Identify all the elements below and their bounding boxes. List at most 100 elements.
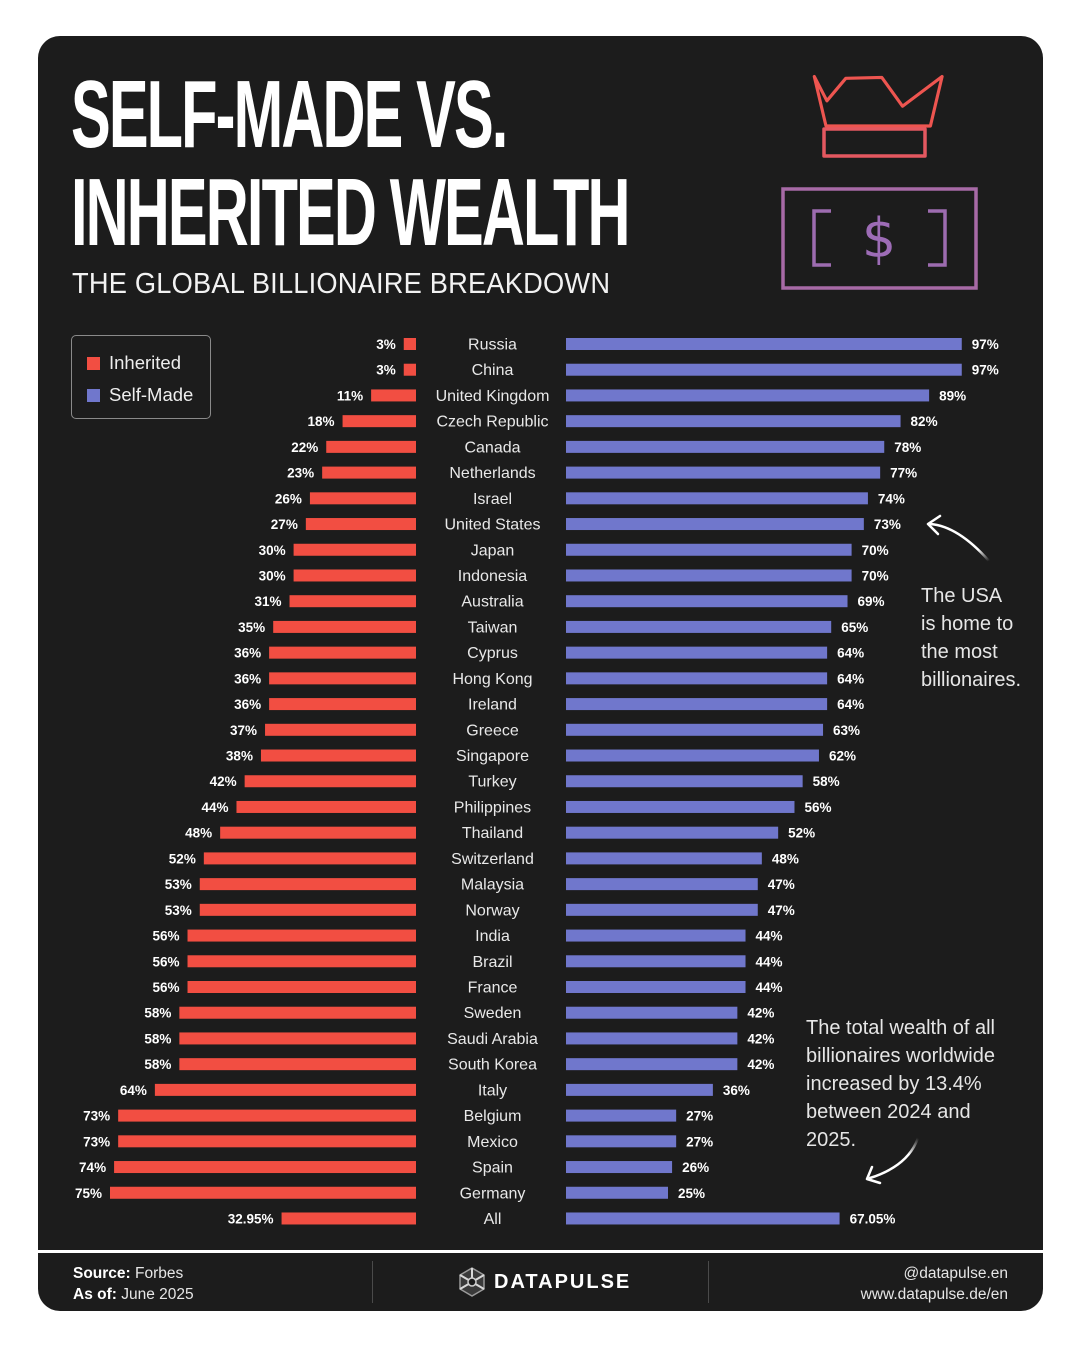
usa-annotation-arrow-icon bbox=[926, 514, 991, 563]
data-label-self-made: 42% bbox=[747, 1057, 774, 1072]
source-label: Source: bbox=[73, 1265, 131, 1282]
category-label: United Kingdom bbox=[436, 388, 550, 405]
data-label-self-made: 44% bbox=[756, 954, 783, 969]
legend-item-self-made: Self-Made bbox=[87, 384, 193, 406]
data-label-inherited: 11% bbox=[337, 388, 363, 403]
chart-row: 11% United Kingdom 89% bbox=[337, 388, 966, 405]
category-label: Turkey bbox=[468, 774, 516, 791]
data-label-inherited: 42% bbox=[210, 774, 237, 789]
category-label: Switzerland bbox=[451, 851, 534, 868]
category-label: Mexico bbox=[467, 1134, 518, 1151]
category-label: Cyprus bbox=[467, 645, 518, 662]
category-label: Malaysia bbox=[461, 877, 524, 894]
footer: Source: Forbes As of: June 2025 DATAPULS… bbox=[38, 1253, 1043, 1311]
category-label: Australia bbox=[461, 594, 523, 611]
data-label-self-made: 65% bbox=[841, 620, 868, 635]
data-label-inherited: 26% bbox=[275, 491, 302, 506]
bar-self-made bbox=[566, 518, 864, 531]
title-line-2: INHERITED WEALTH bbox=[71, 159, 631, 266]
chart-row: 36% Cyprus 64% bbox=[234, 645, 864, 662]
data-label-self-made: 70% bbox=[862, 543, 889, 558]
data-label-inherited: 53% bbox=[165, 903, 192, 918]
bar-inherited bbox=[293, 569, 416, 582]
data-label-inherited: 30% bbox=[259, 568, 286, 583]
data-label-inherited: 75% bbox=[75, 1186, 102, 1201]
category-label: Brazil bbox=[472, 954, 512, 971]
data-label-inherited: 56% bbox=[152, 929, 179, 944]
bar-inherited bbox=[236, 800, 416, 813]
category-label: Ireland bbox=[468, 697, 517, 714]
data-label-self-made: 52% bbox=[788, 826, 815, 841]
bar-inherited bbox=[244, 775, 416, 788]
data-label-self-made: 47% bbox=[768, 903, 795, 918]
annotation-line: increased by 13.4% bbox=[806, 1073, 982, 1095]
bar-inherited bbox=[273, 620, 416, 633]
data-label-inherited: 73% bbox=[83, 1134, 110, 1149]
chart-row: 26% Israel 74% bbox=[275, 491, 905, 508]
website-link[interactable]: www.datapulse.de/en bbox=[860, 1286, 1008, 1303]
bar-inherited bbox=[187, 929, 416, 942]
chart-row: 38% Singapore 62% bbox=[226, 748, 856, 765]
chart-row: 56% France 44% bbox=[152, 980, 782, 997]
data-label-self-made: 58% bbox=[813, 774, 840, 789]
chart-row: 64% Italy 36% bbox=[120, 1082, 750, 1099]
data-label-inherited: 48% bbox=[185, 826, 212, 841]
crown-icon bbox=[812, 74, 944, 158]
hero-illustration: $ bbox=[781, 74, 978, 290]
data-label-self-made: 48% bbox=[772, 851, 799, 866]
bar-inherited bbox=[269, 698, 416, 711]
footer-contact: @datapulse.en www.datapulse.de/en bbox=[861, 1263, 1008, 1305]
footer-separator bbox=[372, 1261, 373, 1303]
data-label-inherited: 36% bbox=[234, 671, 261, 686]
brand-logo[interactable]: DATAPULSE bbox=[458, 1267, 631, 1297]
data-label-inherited: 27% bbox=[271, 517, 298, 532]
chart-row: 42% Turkey 58% bbox=[210, 774, 840, 791]
footer-separator bbox=[708, 1261, 709, 1303]
chart-row: 56% India 44% bbox=[152, 928, 782, 945]
chart-row: 18% Czech Republic 82% bbox=[308, 414, 938, 431]
data-label-self-made: 70% bbox=[862, 568, 889, 583]
bar-inherited bbox=[403, 363, 416, 376]
data-label-inherited: 58% bbox=[144, 1031, 171, 1046]
chart-row: 53% Malaysia 47% bbox=[165, 877, 795, 894]
annotation-line: billionaires. bbox=[921, 669, 1022, 691]
data-label-self-made: 67.05% bbox=[850, 1211, 896, 1226]
category-label: France bbox=[468, 980, 518, 997]
title-line-1: SELF-MADE VS. bbox=[71, 61, 508, 168]
bar-self-made bbox=[566, 800, 795, 813]
bar-self-made bbox=[566, 492, 868, 505]
data-label-inherited: 56% bbox=[152, 980, 179, 995]
annotation-line: the most bbox=[921, 641, 998, 663]
bar-inherited bbox=[110, 1186, 416, 1199]
bar-self-made bbox=[566, 981, 746, 993]
data-label-self-made: 74% bbox=[878, 491, 905, 506]
category-label: Norway bbox=[465, 902, 519, 919]
data-label-inherited: 31% bbox=[254, 594, 281, 609]
bar-inherited bbox=[309, 492, 416, 505]
bar-self-made bbox=[566, 723, 824, 736]
social-handle[interactable]: @datapulse.en bbox=[903, 1265, 1008, 1282]
bar-self-made bbox=[566, 929, 746, 942]
data-label-self-made: 42% bbox=[747, 1006, 774, 1021]
bar-self-made bbox=[566, 466, 881, 479]
annotation-line: The USA bbox=[921, 585, 1003, 607]
data-label-self-made: 89% bbox=[939, 388, 966, 403]
chart-row: 30% Japan 70% bbox=[259, 542, 889, 559]
page-title: SELF-MADE VS. INHERITED WEALTH bbox=[71, 61, 631, 266]
data-label-self-made: 77% bbox=[890, 466, 917, 481]
category-label: Spain bbox=[472, 1160, 513, 1177]
category-label: Saudi Arabia bbox=[447, 1031, 538, 1048]
chart-row: 23% Netherlands 77% bbox=[287, 465, 917, 482]
category-label: Russia bbox=[468, 337, 517, 354]
total-wealth-annotation: The total wealth of all billionaires wor… bbox=[806, 1014, 995, 1154]
bar-self-made bbox=[566, 1006, 738, 1019]
chart-row: 48% Thailand 52% bbox=[185, 825, 815, 842]
infographic-card: SELF-MADE VS. INHERITED WEALTH THE GLOBA… bbox=[38, 36, 1043, 1311]
category-label: Hong Kong bbox=[452, 671, 532, 688]
bar-self-made bbox=[566, 1161, 673, 1174]
chart-row: 58% Saudi Arabia 42% bbox=[144, 1031, 774, 1048]
category-label: Thailand bbox=[462, 825, 523, 842]
category-label: Singapore bbox=[456, 748, 529, 765]
usa-annotation: The USA is home to the most billionaires… bbox=[921, 582, 1021, 694]
bar-inherited bbox=[269, 672, 416, 685]
